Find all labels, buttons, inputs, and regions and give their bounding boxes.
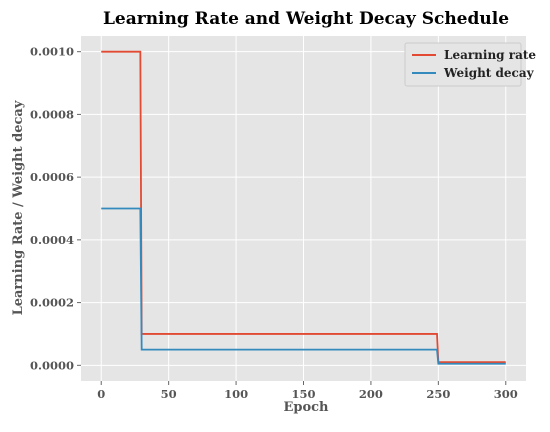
y-tick-label: 0.0010 — [30, 45, 74, 59]
x-tick-label: 0 — [97, 387, 105, 401]
tick-labels: 0 50 100 150 200 250 300 0.0000 0.0002 0.0004 0.00… — [30, 45, 518, 401]
legend-label-learning-rate: Learning rate — [444, 48, 536, 62]
legend-label-weight-decay: Weight decay — [443, 66, 535, 80]
x-tick-label: 250 — [426, 387, 450, 401]
series-line-learning-rate — [101, 50, 506, 364]
x-tick-label: 100 — [224, 387, 248, 401]
x-tick-label: 300 — [494, 387, 518, 401]
x-tick-label: 200 — [359, 387, 383, 401]
y-tick-label: 0.0008 — [30, 107, 74, 121]
x-tick-label: 150 — [291, 387, 315, 401]
series-lines — [101, 50, 506, 365]
x-tick-label: 50 — [161, 387, 177, 401]
y-tick-label: 0.0006 — [30, 170, 74, 184]
y-tick-label: 0.0000 — [30, 358, 74, 372]
legend: Learning rate Weight decay — [404, 42, 536, 87]
y-tick-label: 0.0004 — [30, 233, 74, 247]
x-axis-label: Epoch — [283, 400, 329, 415]
series-line-weight-decay — [101, 207, 506, 365]
y-axis-label: Learning Rate / Weight decay — [11, 100, 26, 315]
grid-lines — [81, 36, 526, 381]
y-tick-label: 0.0002 — [30, 296, 74, 310]
chart-title: Learning Rate and Weight Decay Schedule — [103, 9, 509, 29]
legend-box — [404, 42, 522, 87]
